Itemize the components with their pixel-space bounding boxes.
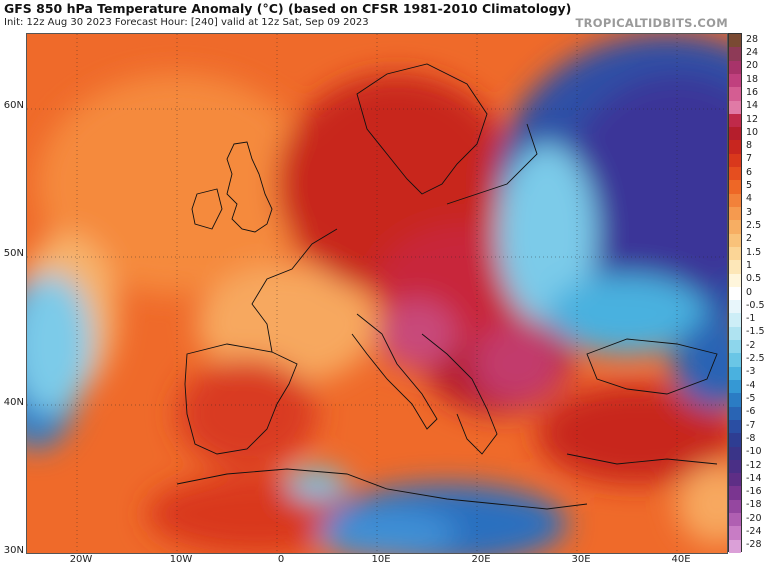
colorbar-swatch — [729, 459, 741, 474]
colorbar-label: 6 — [746, 166, 753, 178]
colorbar-label: 5 — [746, 180, 753, 192]
colorbar-label: 1.5 — [746, 246, 762, 258]
longitude-label: 20W — [69, 554, 93, 565]
longitude-label: 10E — [371, 554, 391, 565]
colorbar-swatch — [729, 233, 741, 248]
longitude-label: 30E — [571, 554, 591, 565]
colorbar-swatch — [729, 473, 741, 487]
latitude-label: 40N — [3, 396, 24, 408]
colorbar-label: -7 — [746, 419, 756, 431]
colorbar-swatch — [729, 180, 741, 195]
forecast-info: Init: 12z Aug 30 2023 Forecast Hour: [24… — [4, 17, 369, 28]
site-watermark: TROPICALTIDBITS.COM — [575, 16, 728, 30]
colorbar-swatch — [729, 140, 741, 155]
colorbar-label: -1.5 — [746, 326, 765, 338]
colorbar-label: 4 — [746, 193, 753, 205]
colorbar-swatch — [729, 113, 741, 128]
colorbar-swatch — [729, 260, 741, 275]
colorbar-swatch — [729, 313, 741, 328]
colorbar-swatch — [729, 513, 741, 527]
colorbar-label: -20 — [746, 512, 762, 524]
latitude-label: 60N — [3, 100, 24, 112]
colorbar-label: 0 — [746, 286, 753, 298]
longitude-label: 40E — [671, 554, 691, 565]
colorbar-label: -12 — [746, 459, 762, 471]
colorbar-label: -16 — [746, 486, 762, 498]
colorbar-swatch — [729, 207, 741, 221]
colorbar-swatch — [729, 326, 741, 341]
colorbar-swatch — [729, 286, 741, 301]
colorbar-swatch — [729, 153, 741, 168]
anomaly-map[interactable] — [26, 33, 728, 554]
colorbar-swatch — [729, 340, 741, 354]
colorbar-label: -2 — [746, 339, 756, 351]
colorbar-label: -4 — [746, 379, 756, 391]
colorbar-swatch — [729, 34, 741, 48]
colorbar-label: 12 — [746, 113, 759, 125]
colorbar-swatch — [729, 419, 741, 434]
colorbar-label: -5 — [746, 392, 756, 404]
colorbar-label: -8 — [746, 432, 756, 444]
colorbar-label: -1 — [746, 313, 756, 325]
chart-title: GFS 850 hPa Temperature Anomaly (°C) (ba… — [4, 1, 572, 16]
colorbar-swatch — [729, 273, 741, 288]
colorbar-swatch — [729, 193, 741, 208]
colorbar-swatch — [729, 366, 741, 381]
colorbar-label: 8 — [746, 140, 753, 152]
colorbar — [728, 33, 742, 554]
colorbar-swatch — [729, 433, 741, 448]
colorbar-label: -18 — [746, 499, 762, 511]
colorbar-swatch — [729, 220, 741, 235]
colorbar-label: -24 — [746, 526, 762, 538]
colorbar-swatch — [729, 380, 741, 394]
colorbar-swatch — [729, 406, 741, 421]
colorbar-swatch — [729, 393, 741, 408]
anomaly-fill — [27, 34, 727, 553]
colorbar-label: 10 — [746, 126, 759, 138]
colorbar-swatch — [729, 47, 741, 62]
colorbar-swatch — [729, 167, 741, 181]
colorbar-label: 28 — [746, 33, 759, 45]
coastlines — [176, 63, 718, 510]
colorbar-swatch — [729, 73, 741, 88]
colorbar-swatch — [729, 100, 741, 115]
colorbar-label: 20 — [746, 60, 759, 72]
colorbar-swatch — [729, 446, 741, 461]
colorbar-label: -14 — [746, 472, 762, 484]
colorbar-swatch — [729, 87, 741, 102]
colorbar-label: 18 — [746, 73, 759, 85]
colorbar-label: 0.5 — [746, 273, 762, 285]
colorbar-label: 2.5 — [746, 219, 762, 231]
colorbar-swatch — [729, 127, 741, 141]
colorbar-swatch — [729, 60, 741, 75]
colorbar-label: 2 — [746, 233, 753, 245]
graticule — [27, 34, 727, 553]
colorbar-swatch — [729, 300, 741, 314]
longitude-label: 20E — [471, 554, 491, 565]
colorbar-label: -0.5 — [746, 299, 765, 311]
colorbar-swatch — [729, 486, 741, 501]
longitude-label: 10W — [169, 554, 193, 565]
colorbar-swatch — [729, 353, 741, 368]
colorbar-label: -10 — [746, 446, 762, 458]
colorbar-swatch — [729, 526, 741, 541]
colorbar-swatch — [729, 539, 741, 554]
colorbar-swatch — [729, 246, 741, 261]
colorbar-label: 16 — [746, 86, 759, 98]
colorbar-label: 3 — [746, 206, 753, 218]
colorbar-label: -6 — [746, 406, 756, 418]
longitude-label: 0 — [277, 554, 285, 565]
colorbar-label: 1 — [746, 259, 753, 271]
colorbar-label: 7 — [746, 153, 753, 165]
colorbar-label: -28 — [746, 539, 762, 551]
latitude-label: 50N — [3, 248, 24, 260]
colorbar-label: -3 — [746, 366, 756, 378]
colorbar-swatch — [729, 499, 741, 514]
colorbar-label: 14 — [746, 100, 759, 112]
colorbar-label: 24 — [746, 46, 759, 58]
colorbar-label: -2.5 — [746, 353, 765, 365]
latitude-label: 30N — [3, 545, 24, 556]
